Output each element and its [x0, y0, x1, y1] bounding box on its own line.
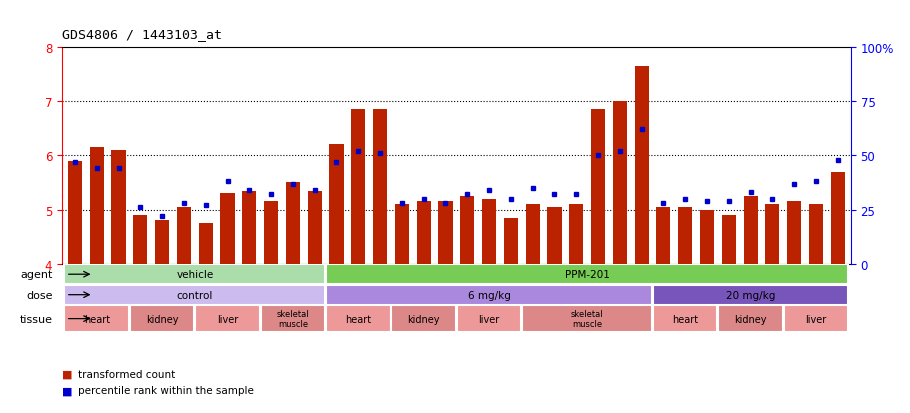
Bar — [373, 110, 387, 264]
Bar — [457, 306, 521, 332]
Text: tissue: tissue — [19, 314, 53, 324]
Text: PPM-201: PPM-201 — [565, 270, 610, 280]
Bar — [831, 172, 844, 264]
Bar — [504, 218, 518, 264]
Text: dose: dose — [25, 290, 53, 300]
Bar — [326, 306, 390, 332]
Text: percentile rank within the sample: percentile rank within the sample — [78, 385, 254, 395]
Bar — [395, 205, 409, 264]
Bar — [634, 66, 649, 264]
Text: 20 mg/kg: 20 mg/kg — [726, 290, 775, 300]
Bar — [547, 207, 561, 264]
Bar — [743, 197, 758, 264]
Text: transformed count: transformed count — [78, 369, 176, 379]
Bar — [653, 285, 848, 305]
Bar — [653, 306, 717, 332]
Text: kidney: kidney — [734, 314, 767, 324]
Bar — [718, 306, 783, 332]
Text: control: control — [177, 290, 213, 300]
Text: liver: liver — [479, 314, 500, 324]
Bar — [569, 205, 583, 264]
Bar — [111, 150, 126, 264]
Text: skeletal
muscle: skeletal muscle — [571, 309, 603, 328]
Text: liver: liver — [217, 314, 238, 324]
Text: 6 mg/kg: 6 mg/kg — [468, 290, 511, 300]
Bar — [722, 216, 736, 264]
Bar — [522, 306, 652, 332]
Bar — [155, 221, 169, 264]
Text: kidney: kidney — [146, 314, 178, 324]
Bar — [591, 110, 605, 264]
Bar — [264, 202, 278, 264]
Bar — [439, 202, 452, 264]
Bar — [196, 306, 259, 332]
Text: skeletal
muscle: skeletal muscle — [277, 309, 309, 328]
Bar — [787, 202, 802, 264]
Text: ■: ■ — [62, 385, 73, 395]
Bar — [656, 207, 671, 264]
Bar — [391, 306, 456, 332]
Text: heart: heart — [672, 314, 698, 324]
Bar — [308, 191, 322, 264]
Bar — [65, 265, 325, 285]
Text: GDS4806 / 1443103_at: GDS4806 / 1443103_at — [62, 28, 222, 41]
Bar — [286, 183, 300, 264]
Bar — [351, 110, 366, 264]
Bar — [220, 194, 235, 264]
Text: heart: heart — [84, 314, 110, 324]
Text: liver: liver — [805, 314, 826, 324]
Bar — [242, 191, 257, 264]
Bar — [326, 285, 652, 305]
Text: heart: heart — [345, 314, 371, 324]
Bar — [65, 285, 325, 305]
Bar — [326, 265, 848, 285]
Bar — [678, 207, 693, 264]
Bar — [177, 207, 191, 264]
Bar — [260, 306, 325, 332]
Bar — [700, 210, 714, 264]
Text: kidney: kidney — [408, 314, 440, 324]
Text: agent: agent — [20, 270, 53, 280]
Bar — [65, 306, 129, 332]
Bar — [460, 197, 474, 264]
Bar — [784, 306, 848, 332]
Bar — [68, 161, 82, 264]
Bar — [198, 224, 213, 264]
Bar — [765, 205, 780, 264]
Bar — [417, 202, 430, 264]
Text: ■: ■ — [62, 369, 73, 379]
Bar — [90, 148, 104, 264]
Text: vehicle: vehicle — [177, 270, 214, 280]
Bar — [133, 216, 147, 264]
Bar — [809, 205, 823, 264]
Bar — [526, 205, 540, 264]
Bar — [612, 102, 627, 264]
Bar — [130, 306, 195, 332]
Bar — [329, 145, 344, 264]
Bar — [482, 199, 496, 264]
